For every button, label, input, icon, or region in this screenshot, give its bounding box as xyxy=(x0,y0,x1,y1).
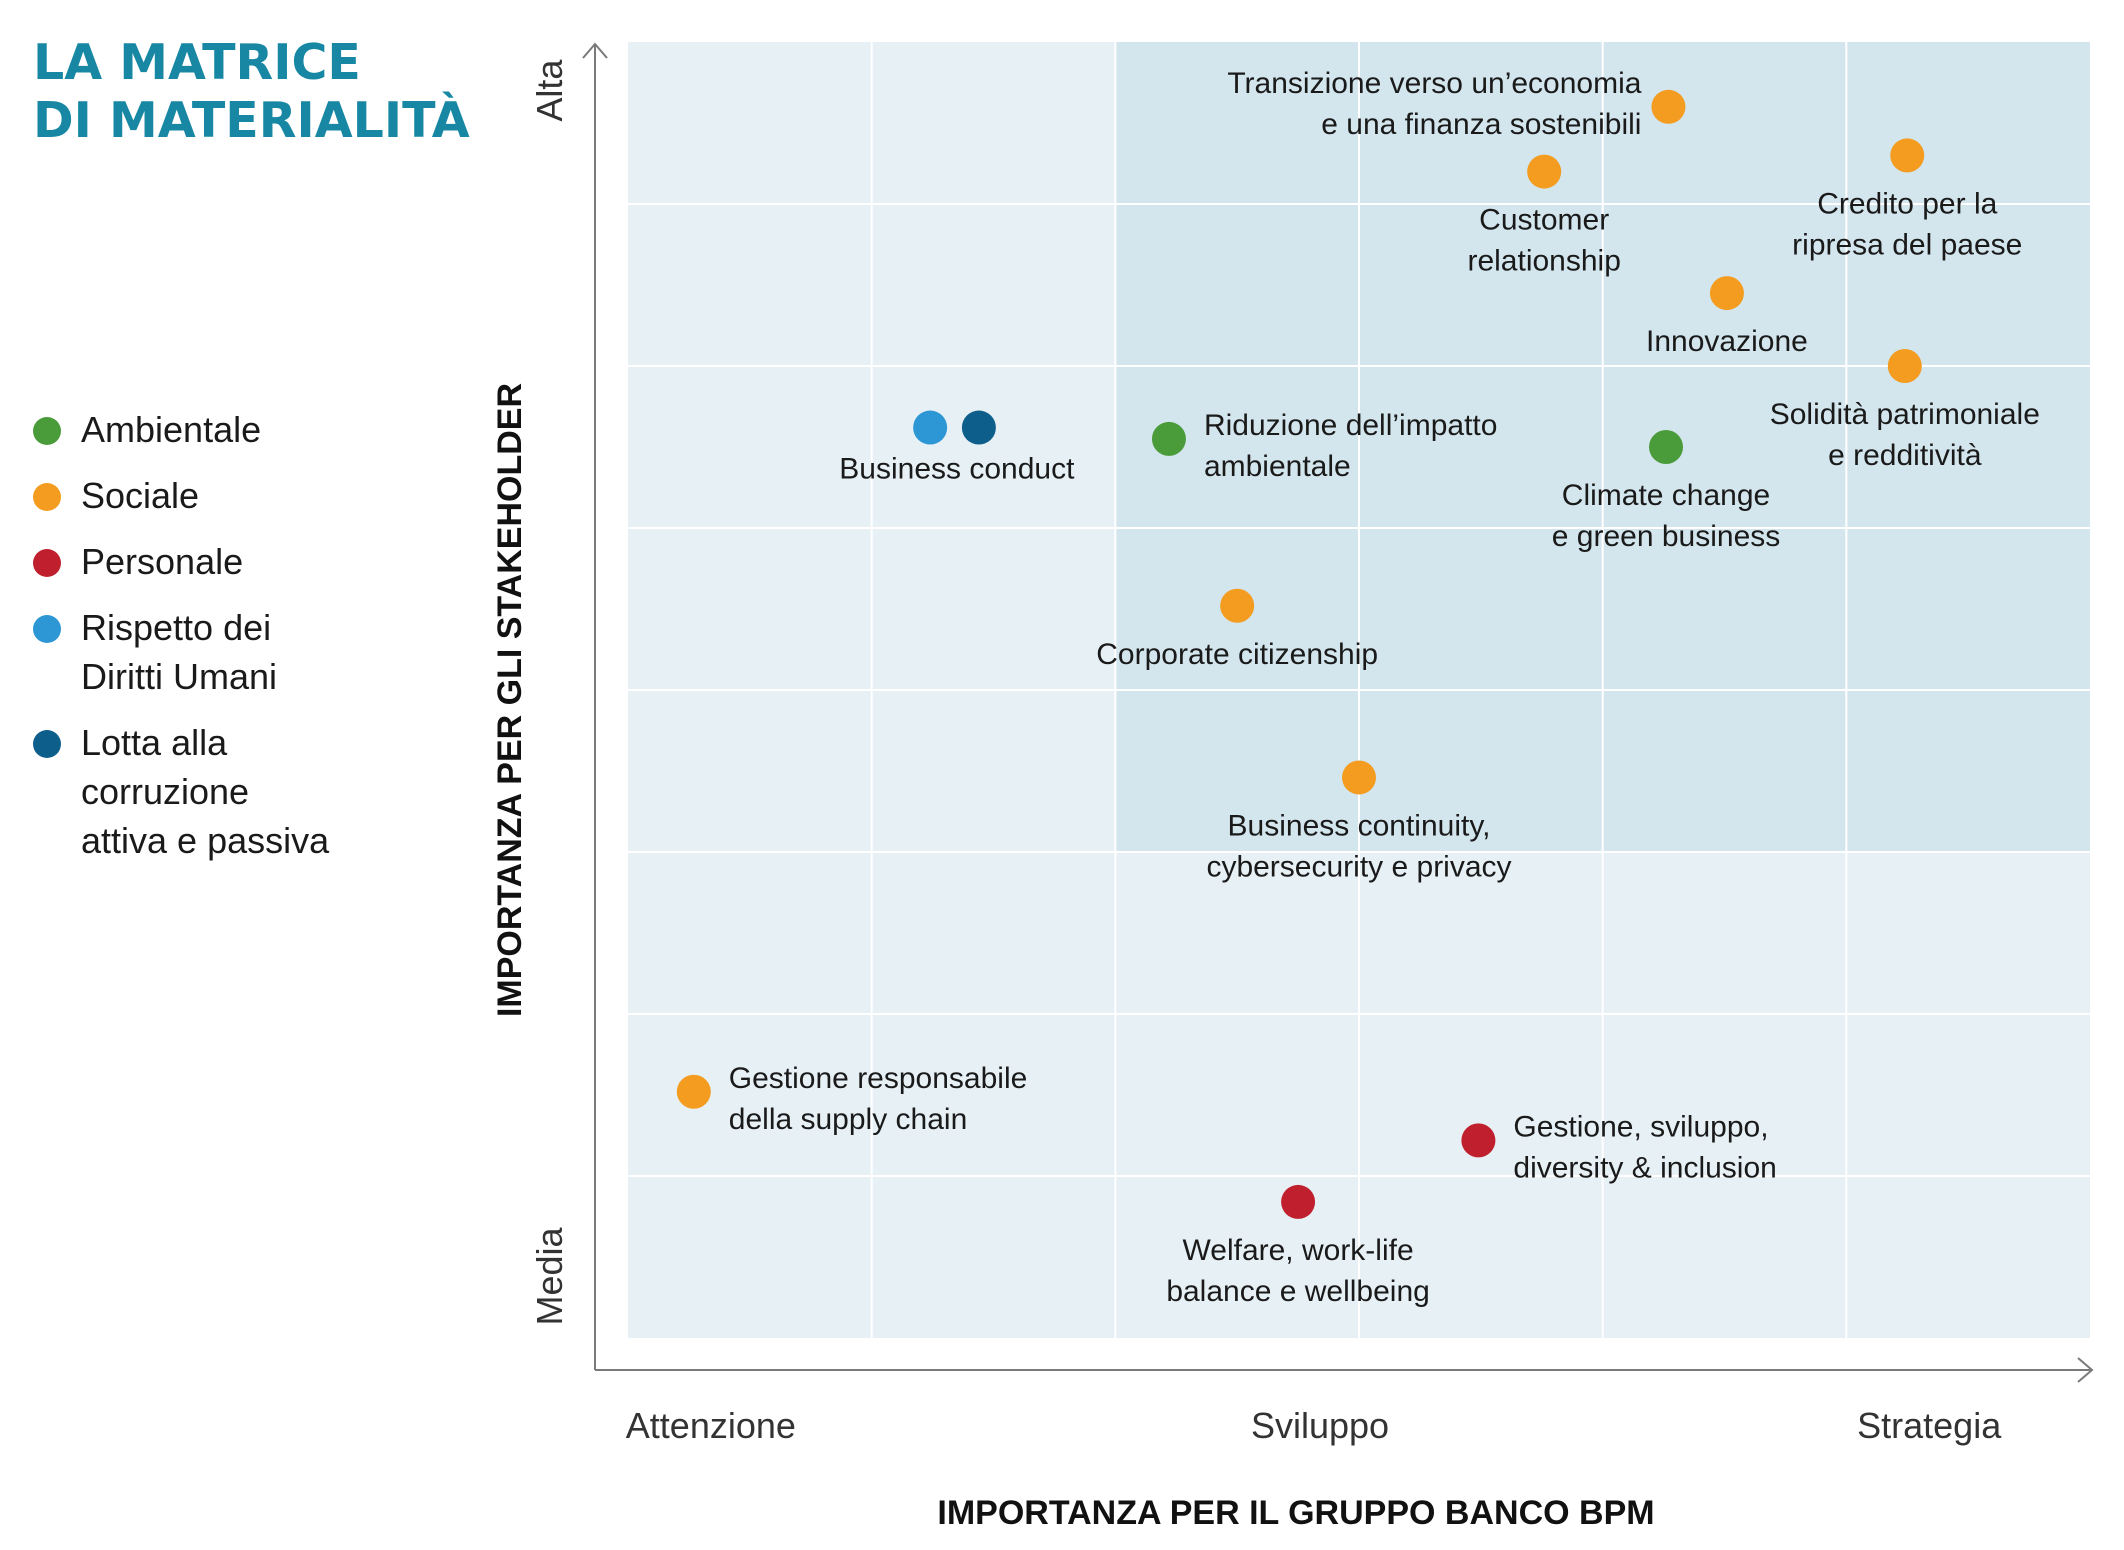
data-point xyxy=(1649,430,1684,464)
data-point-label: Climate change e green business xyxy=(1552,479,1781,553)
data-point xyxy=(1709,276,1744,311)
data-point xyxy=(1342,760,1376,795)
page-title: LA MATRICE DI MATERIALITÀ xyxy=(33,34,470,150)
legend-item: Personale xyxy=(33,537,453,586)
data-point-label: Welfare, work-life balance e wellbeing xyxy=(1166,1234,1430,1308)
legend-label: Sociale xyxy=(81,475,200,516)
data-point-label: Customer relationship xyxy=(1467,204,1620,278)
data-point-label: Gestione responsabile della supply chain xyxy=(729,1062,1028,1136)
data-point xyxy=(1461,1123,1496,1158)
data-point xyxy=(1281,1184,1316,1219)
data-point-label: Solidità patrimoniale e redditività xyxy=(1770,398,2040,472)
title-line-2: DI MATERIALITÀ xyxy=(33,92,470,149)
legend-item: Sociale xyxy=(33,471,453,520)
data-point xyxy=(913,410,948,445)
data-point-label: Innovazione xyxy=(1646,325,1808,358)
data-point xyxy=(1527,154,1562,189)
data-point-label: Corporate citizenship xyxy=(1096,638,1378,671)
legend-label: Rispetto dei Diritti Umani xyxy=(81,607,278,697)
legend-swatch xyxy=(33,549,61,577)
data-point xyxy=(1887,349,1922,383)
legend-label: Ambientale xyxy=(81,409,262,450)
legend-swatch xyxy=(33,483,61,511)
legend-swatch xyxy=(33,730,61,758)
data-point xyxy=(1651,89,1686,124)
data-point-label: Business conduct xyxy=(839,453,1075,486)
legend-swatch xyxy=(33,417,61,445)
legend-item: Ambientale xyxy=(33,405,453,454)
x-tick-label: Attenzione xyxy=(626,1405,796,1446)
x-tick-label: Sviluppo xyxy=(1251,1405,1389,1446)
data-point xyxy=(961,410,996,445)
title-line-1: LA MATRICE xyxy=(33,34,361,91)
x-tick-label: Strategia xyxy=(1857,1405,2002,1446)
data-point-label: Gestione, sviluppo, diversity & inclusion xyxy=(1513,1110,1776,1184)
data-point-label: Transizione verso un’economia e una finan… xyxy=(1227,67,1641,141)
data-point-label: Business continuity, cybersecurity e priv… xyxy=(1206,809,1511,883)
legend-label: Personale xyxy=(81,541,244,582)
x-axis-arrow-icon xyxy=(2077,1357,2094,1383)
data-point xyxy=(1220,588,1255,623)
data-point-label: Riduzione dell’impatto ambientale xyxy=(1204,409,1498,483)
legend: Ambientale Sociale Personale Rispetto dei D… xyxy=(33,405,453,882)
data-point xyxy=(676,1074,711,1109)
x-axis-title: IMPORTANZA PER IL GRUPPO BANCO BPM xyxy=(937,1494,1654,1532)
legend-swatch xyxy=(33,615,61,643)
y-axis-title: IMPORTANZA PER GLI STAKEHOLDER xyxy=(491,383,529,1017)
y-tick-label: Alta xyxy=(529,59,570,122)
data-point xyxy=(1151,421,1186,456)
y-tick-label: Media xyxy=(529,1226,570,1325)
data-point-label: Credito per la ripresa del paese xyxy=(1792,187,2022,261)
legend-item: Lotta alla corruzione attiva e passiva xyxy=(33,718,453,865)
y-axis-arrow-icon xyxy=(582,42,608,59)
data-point xyxy=(1890,138,1925,173)
legend-item: Rispetto dei Diritti Umani xyxy=(33,603,453,701)
legend-label: Lotta alla corruzione attiva e passiva xyxy=(81,722,330,861)
